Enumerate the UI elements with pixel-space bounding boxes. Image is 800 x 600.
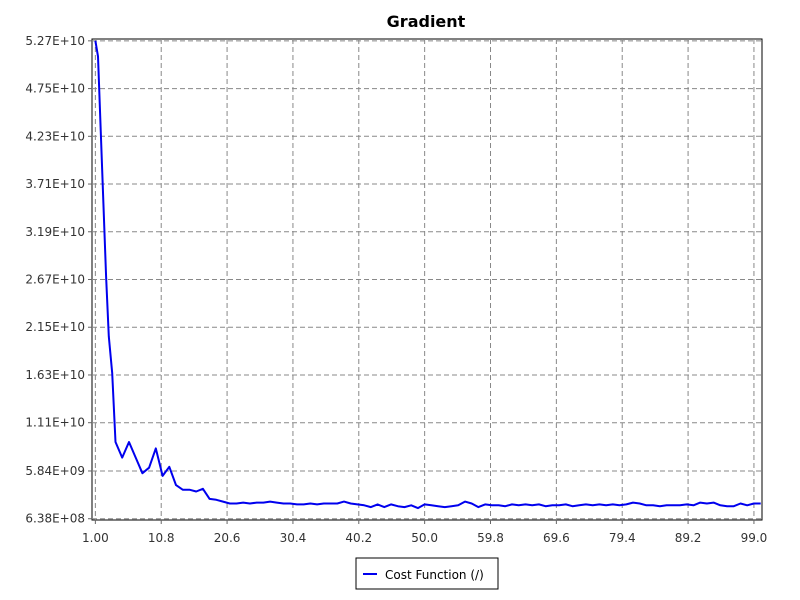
series-line-cost-function — [94, 40, 761, 510]
x-tick-label: 1.00 — [82, 531, 109, 545]
legend-label: Cost Function (/) — [385, 568, 484, 582]
x-tick-label: 59.8 — [477, 531, 504, 545]
y-tick-label: 3.19E+10 — [25, 225, 85, 239]
y-tick-label: 5.27E+10 — [25, 34, 85, 48]
y-tick-label: 3.71E+10 — [25, 177, 85, 191]
axes: 1.00 10.8 20.6 30.4 40.2 50.0 59.8 69.6 79.4 89.2… — [25, 34, 767, 545]
legend: Cost Function (/) — [355, 557, 499, 590]
chart-title: Gradient — [387, 12, 466, 31]
y-tick-label: 6.38E+08 — [25, 512, 85, 526]
y-tick-label: 1.11E+10 — [25, 416, 85, 430]
x-tick-label: 10.8 — [148, 531, 175, 545]
x-tick-label: 20.6 — [214, 531, 241, 545]
x-tick-label: 50.0 — [411, 531, 438, 545]
y-tick-label: 2.67E+10 — [25, 273, 85, 287]
y-tick-label: 1.63E+10 — [25, 368, 85, 382]
x-tick-label: 40.2 — [345, 531, 372, 545]
plot-area — [91, 38, 763, 521]
x-tick-label: 89.2 — [675, 531, 702, 545]
grid-lines — [92, 39, 762, 520]
y-tick-label: 4.23E+10 — [25, 129, 85, 143]
x-tick-label: 79.4 — [609, 531, 636, 545]
y-tick-label: 5.84E+09 — [25, 464, 85, 478]
x-tick-label: 30.4 — [280, 531, 307, 545]
legend-box — [355, 557, 499, 590]
x-tick-label: 69.6 — [543, 531, 570, 545]
series-layer — [94, 40, 761, 510]
y-tick-label: 4.75E+10 — [25, 82, 85, 96]
y-tick-label: 2.15E+10 — [25, 320, 85, 334]
x-tick-label: 99.0 — [741, 531, 768, 545]
